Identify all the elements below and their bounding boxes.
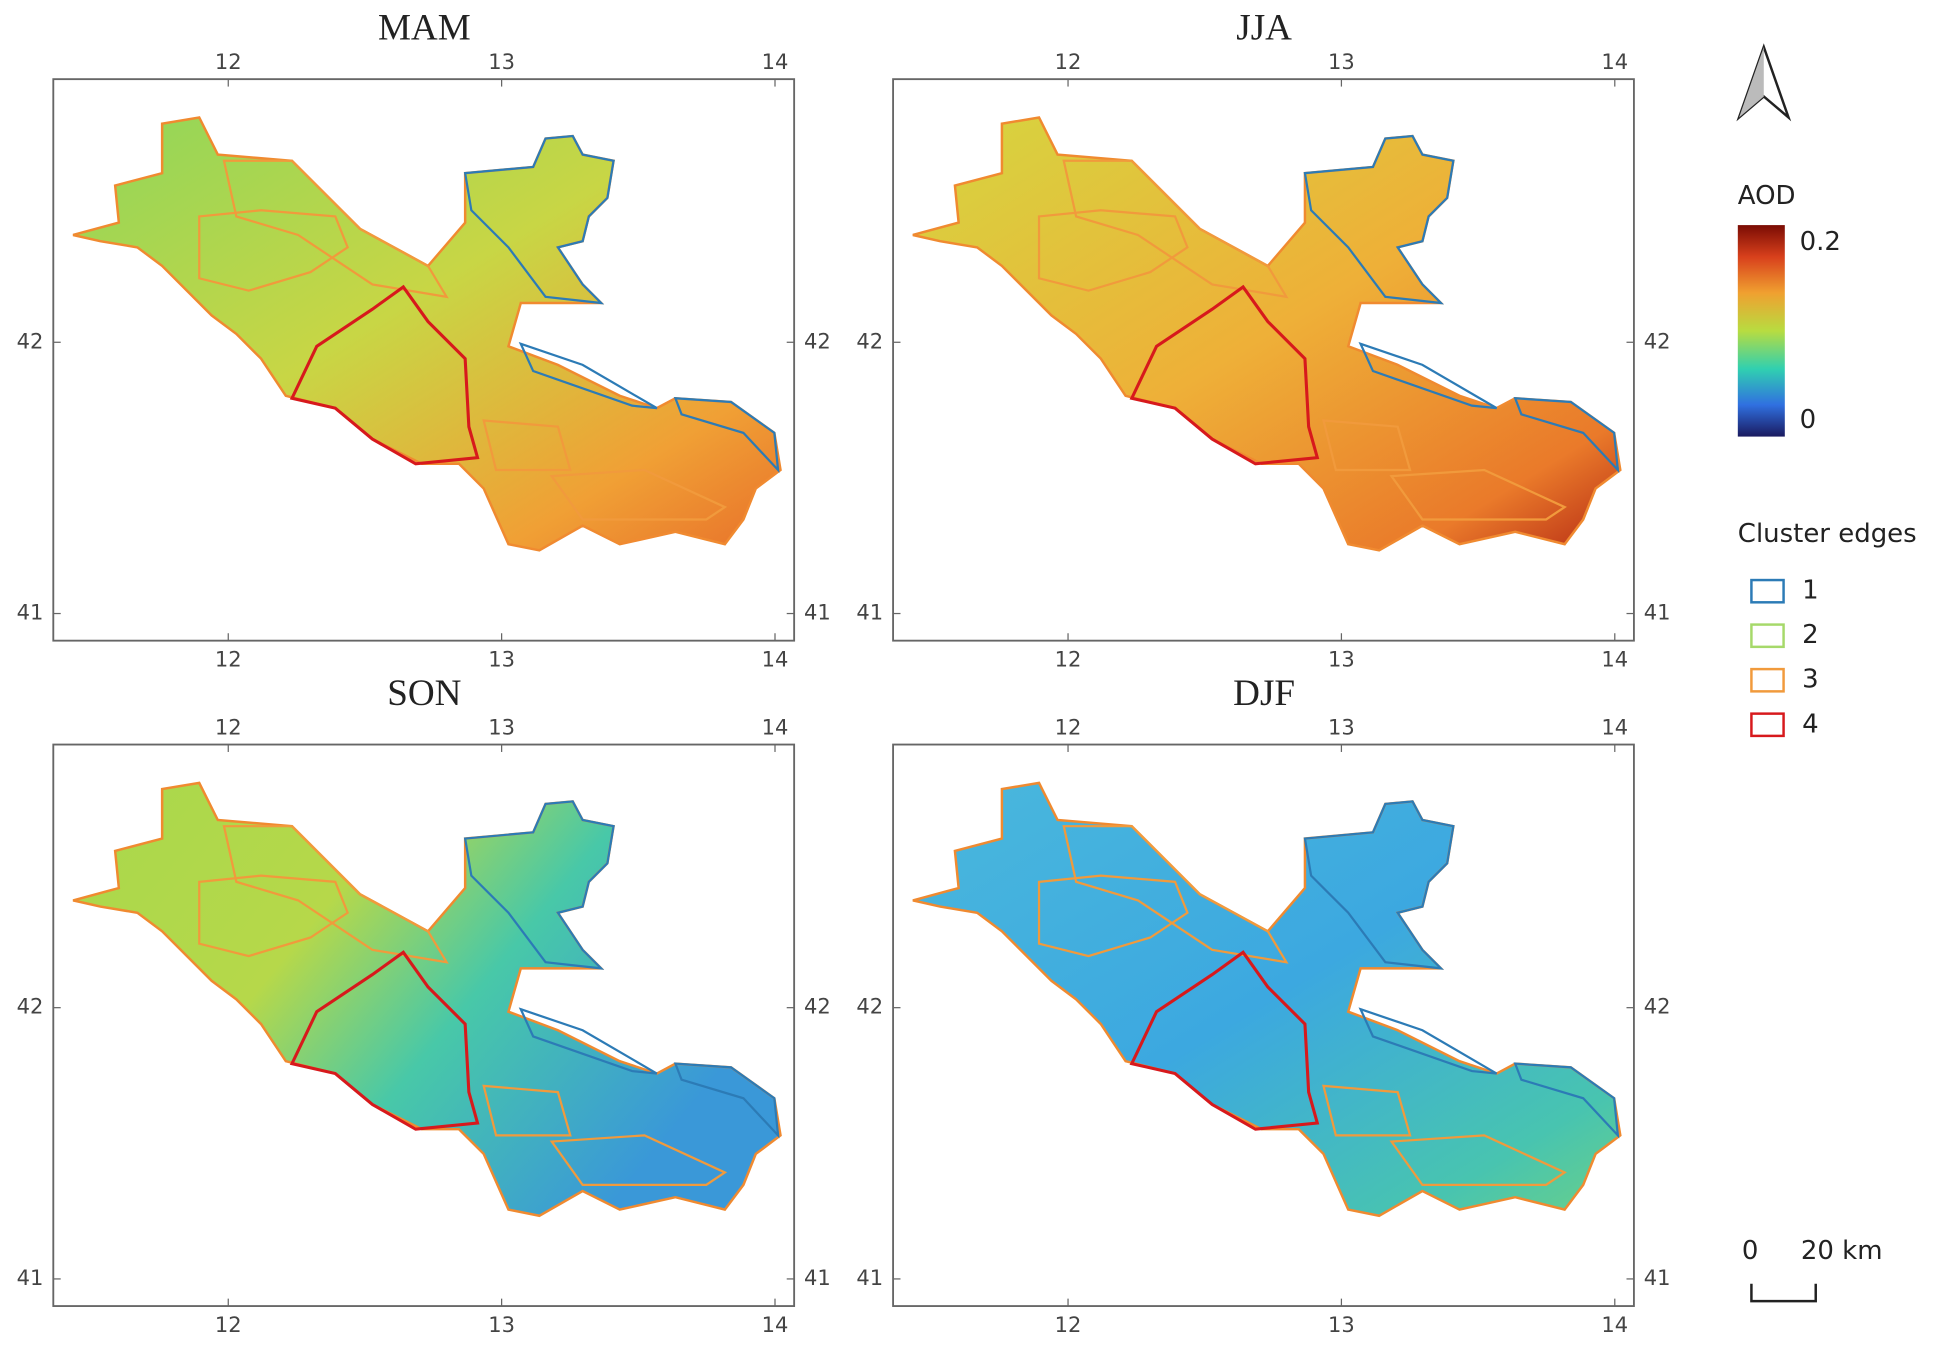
cluster-edge [549,468,728,521]
x-tick-label: 14 [1601,1312,1628,1337]
cluster-edge [198,874,350,958]
cluster-edge [463,134,615,305]
y-tick-label: 41 [17,1265,44,1290]
cluster-edge [1322,1084,1412,1137]
cluster-edge [482,419,572,472]
x-tick-label: 14 [762,1312,789,1337]
legend-swatch [1750,623,1785,649]
x-tick-label: 12 [1055,646,1082,671]
north-arrow [1736,43,1792,122]
cluster-edge [673,1062,780,1139]
colorbar-tick-label: 0.2 [1800,227,1841,257]
legend-swatch [1750,667,1785,693]
cluster-edge [549,1134,728,1186]
cluster-edge [1037,874,1189,958]
y-tick-label: 41 [804,600,831,625]
legend-title: Cluster edges [1738,519,1917,549]
colorbar-title: AOD [1738,181,1796,211]
x-tick-label: 13 [488,646,515,671]
cluster-edge [518,1007,658,1075]
cluster-edge [289,950,480,1131]
x-tick-label: 13 [1328,714,1355,739]
x-tick-label: 14 [1601,646,1628,671]
cluster-edge [482,1084,572,1137]
x-tick-label: 12 [215,714,242,739]
cluster-edge [1358,1007,1498,1075]
panel-title: DJF [1233,673,1295,714]
x-tick-label: 12 [1055,1312,1082,1337]
cluster-edge [1062,825,1289,964]
cluster-edge [1129,284,1320,466]
cluster-edge [1358,341,1498,410]
y-tick-label: 41 [17,600,44,625]
x-tick-label: 14 [1601,714,1628,739]
cluster-edge [1303,800,1455,970]
legend-label: 1 [1802,576,1819,606]
x-tick-label: 13 [1328,49,1355,74]
cluster-edge [1037,209,1189,292]
legend-label: 2 [1802,620,1819,650]
panel-title: JJA [1236,7,1292,48]
x-tick-label: 13 [488,49,515,74]
cluster-edge [1513,397,1620,474]
x-tick-label: 12 [1055,49,1082,74]
cluster-edge [222,825,449,964]
x-tick-label: 12 [215,49,242,74]
cluster-edge [1129,950,1320,1131]
legend-label: 4 [1802,709,1819,739]
cluster-edge [463,800,615,970]
panel-title: MAM [378,7,471,48]
cluster-edge [289,284,480,466]
cluster-edge [1322,419,1412,472]
y-tick-label: 41 [856,600,883,625]
legend-swatch [1750,578,1785,604]
cluster-edge [1389,1134,1567,1186]
y-tick-label: 42 [1644,994,1671,1019]
cluster-edge [222,159,449,299]
colorbar [1737,225,1785,437]
x-tick-label: 12 [1055,714,1082,739]
cluster-edge [1303,134,1455,305]
x-tick-label: 13 [1328,646,1355,671]
scale-label: 20 km [1801,1236,1883,1266]
y-tick-label: 42 [856,328,883,353]
x-tick-label: 13 [488,714,515,739]
y-tick-label: 41 [856,1265,883,1290]
scale-bar [1750,1283,1817,1303]
x-tick-label: 12 [215,646,242,671]
x-tick-label: 13 [488,1312,515,1337]
y-tick-label: 41 [1644,600,1671,625]
y-tick-label: 42 [804,994,831,1019]
cluster-edge [673,397,780,474]
y-tick-label: 41 [804,1265,831,1290]
cluster-edge [1062,159,1289,299]
x-tick-label: 14 [762,714,789,739]
y-tick-label: 41 [1644,1265,1671,1290]
cluster-edge [1513,1062,1620,1139]
colorbar-tick-label: 0 [1800,405,1817,435]
x-tick-label: 13 [1328,1312,1355,1337]
x-tick-label: 14 [762,49,789,74]
legend-label: 3 [1802,665,1819,695]
x-tick-label: 12 [215,1312,242,1337]
x-tick-label: 14 [762,646,789,671]
y-tick-label: 42 [804,328,831,353]
y-tick-label: 42 [856,994,883,1019]
cluster-edge [198,209,350,292]
y-tick-label: 42 [17,994,44,1019]
scale-label: 0 [1742,1236,1759,1266]
cluster-edge [1389,468,1567,521]
panel-title: SON [387,673,461,714]
legend-swatch [1750,712,1785,738]
cluster-edge [518,341,658,410]
y-tick-label: 42 [17,328,44,353]
x-tick-label: 14 [1601,49,1628,74]
y-tick-label: 42 [1644,328,1671,353]
